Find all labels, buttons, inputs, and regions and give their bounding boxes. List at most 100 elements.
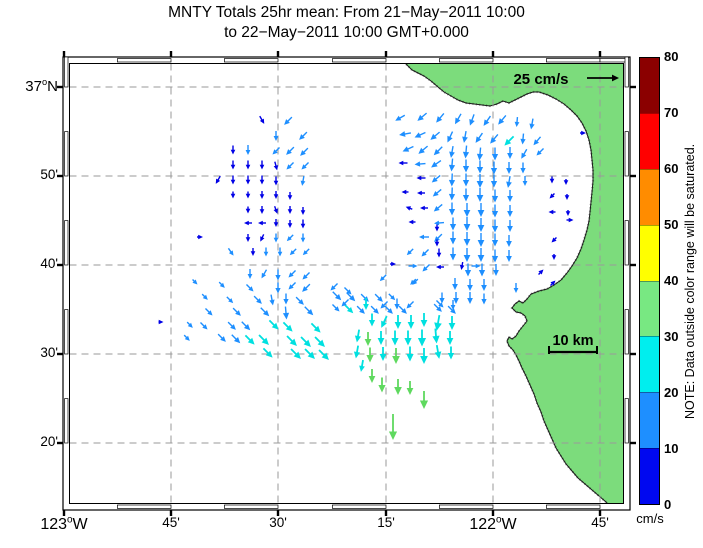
map-frame: [57, 51, 636, 516]
current-vector: [259, 175, 265, 185]
current-vector: [218, 281, 225, 288]
current-vector: [435, 299, 444, 308]
current-vector: [398, 305, 407, 314]
current-vector: [230, 145, 236, 155]
current-vector: [405, 206, 413, 211]
current-vector: [304, 306, 314, 316]
current-vector: [462, 188, 470, 202]
current-vector: [498, 114, 507, 125]
colorbar-segment: [640, 448, 659, 504]
current-vector: [416, 175, 426, 181]
map-background: [63, 57, 630, 510]
current-vector: [370, 305, 379, 314]
current-vector: [273, 131, 279, 141]
current-vector: [447, 305, 456, 314]
current-vector: [392, 348, 400, 364]
current-vector: [506, 162, 512, 174]
current-vector: [282, 321, 293, 332]
current-vector: [476, 147, 484, 161]
current-vector: [432, 188, 442, 197]
current-vector: [275, 269, 281, 281]
current-vector: [433, 146, 443, 156]
current-vector: [289, 248, 297, 256]
scale-bar-label: 10 km: [552, 333, 593, 349]
current-vector: [192, 279, 198, 285]
current-vector: [331, 303, 340, 312]
current-vector: [533, 136, 542, 146]
current-vector: [402, 145, 414, 152]
current-vector: [366, 347, 374, 363]
current-vector: [446, 331, 454, 345]
current-vector: [419, 391, 429, 409]
current-vector: [491, 204, 499, 218]
current-vector: [273, 206, 278, 214]
current-vector: [394, 379, 402, 395]
current-vector: [275, 282, 281, 294]
current-vector: [563, 179, 569, 185]
current-vector: [302, 283, 311, 292]
current-vector: [288, 269, 297, 278]
current-vector: [259, 115, 265, 124]
current-vector: [273, 161, 279, 171]
current-vector: [448, 316, 456, 330]
current-vector: [364, 332, 372, 346]
current-vector: [215, 175, 221, 184]
current-vector: [447, 131, 454, 143]
current-vector: [232, 307, 241, 316]
plot-title: MNTY Totals 25hr mean: From 21−May−2011 …: [63, 3, 630, 43]
current-vector: [272, 146, 281, 155]
colorbar-segment: [640, 224, 659, 281]
current-vector: [406, 346, 414, 362]
x-tick-label: 45': [162, 515, 180, 530]
colorbar-tick-label: 20: [664, 385, 679, 400]
current-vector: [201, 293, 208, 300]
current-vector: [506, 235, 512, 247]
plot-title-line2: to 22−May−2011 10:00 GMT+0.000: [224, 24, 469, 41]
current-vector: [197, 234, 203, 240]
current-vector: [408, 263, 418, 269]
current-vector: [268, 319, 279, 330]
current-vector: [506, 175, 512, 188]
current-vector: [431, 159, 442, 168]
current-vector: [490, 161, 498, 175]
current-vector: [448, 202, 456, 216]
current-vector: [390, 261, 396, 267]
current-vector: [580, 130, 586, 136]
current-vector: [406, 248, 414, 256]
current-vector: [286, 234, 294, 242]
current-vector: [431, 174, 441, 183]
current-vector: [462, 145, 470, 159]
current-vector: [436, 112, 445, 123]
current-vector: [477, 248, 485, 262]
current-vector: [227, 247, 234, 256]
current-vector: [467, 279, 473, 291]
current-vector: [250, 248, 256, 256]
current-vector: [449, 247, 457, 261]
current-vector: [260, 234, 265, 242]
current-vector: [227, 321, 236, 330]
current-vector: [388, 414, 398, 440]
current-vector: [263, 247, 269, 257]
current-vector: [230, 191, 236, 199]
current-vector: [406, 300, 415, 309]
current-vector: [407, 315, 415, 329]
current-vector: [410, 278, 417, 285]
current-vector: [283, 293, 289, 305]
colorbar-tick-label: 10: [664, 441, 679, 456]
current-vector: [226, 296, 234, 304]
current-vector: [380, 300, 389, 309]
current-vector: [434, 233, 443, 242]
current-vector: [341, 298, 350, 307]
current-vector: [384, 305, 393, 314]
current-vector: [491, 219, 499, 233]
current-vector: [536, 147, 545, 156]
current-vector: [346, 292, 356, 302]
current-vector: [245, 234, 251, 242]
current-vector: [514, 116, 520, 127]
current-vector: [450, 300, 456, 310]
current-vector: [330, 282, 339, 291]
current-vector: [434, 224, 440, 232]
current-vector: [391, 330, 399, 346]
current-vector: [199, 321, 208, 330]
